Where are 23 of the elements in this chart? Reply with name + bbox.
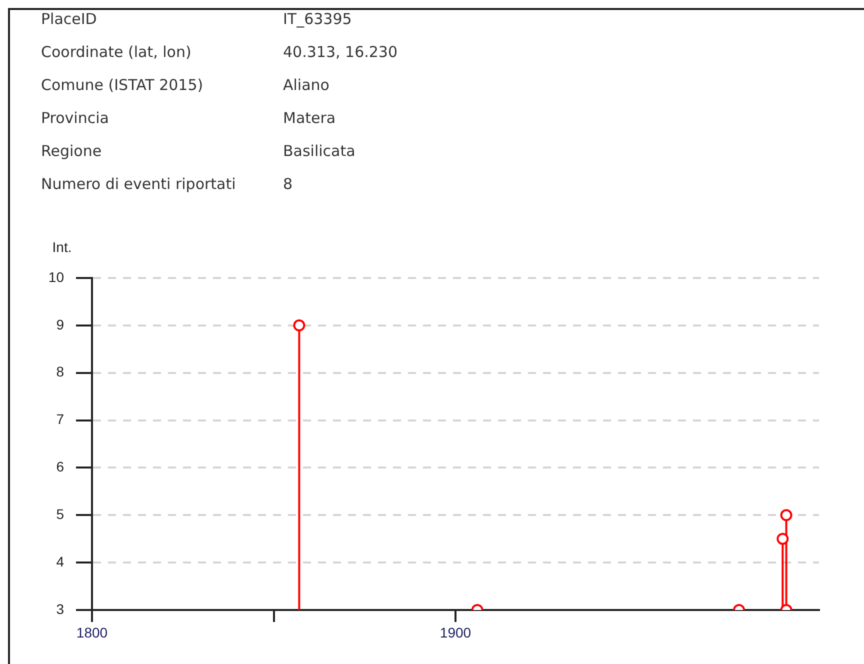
- text: Basilicata: [283, 142, 356, 160]
- text: Aliano: [283, 76, 330, 94]
- x-tick-label: 1800: [76, 624, 108, 640]
- text: Coordinate (lat, lon): [41, 43, 192, 61]
- text: Provincia: [41, 109, 109, 127]
- x-tick-label: 1900: [440, 624, 472, 640]
- y-tick-label: 6: [56, 458, 64, 475]
- y-axis-title: Int.: [52, 239, 72, 255]
- y-tick-label: 4: [56, 553, 64, 570]
- y-tick-label: 8: [56, 364, 64, 380]
- text: PlaceID: [41, 10, 97, 28]
- text: 8: [283, 175, 293, 193]
- text: 40.313, 16.230: [283, 43, 398, 61]
- y-tick-label: 5: [56, 506, 64, 522]
- text: Numero di eventi riportati: [41, 175, 236, 193]
- y-tick-label: 7: [56, 411, 64, 428]
- text: Comune (ISTAT 2015): [41, 76, 204, 94]
- y-tick-label: 3: [56, 600, 64, 617]
- text: Matera: [283, 109, 336, 127]
- text: Regione: [41, 142, 102, 160]
- text: IT_63395: [283, 10, 352, 28]
- y-tick-label: 10: [48, 268, 64, 285]
- y-tick-label: 9: [56, 316, 64, 332]
